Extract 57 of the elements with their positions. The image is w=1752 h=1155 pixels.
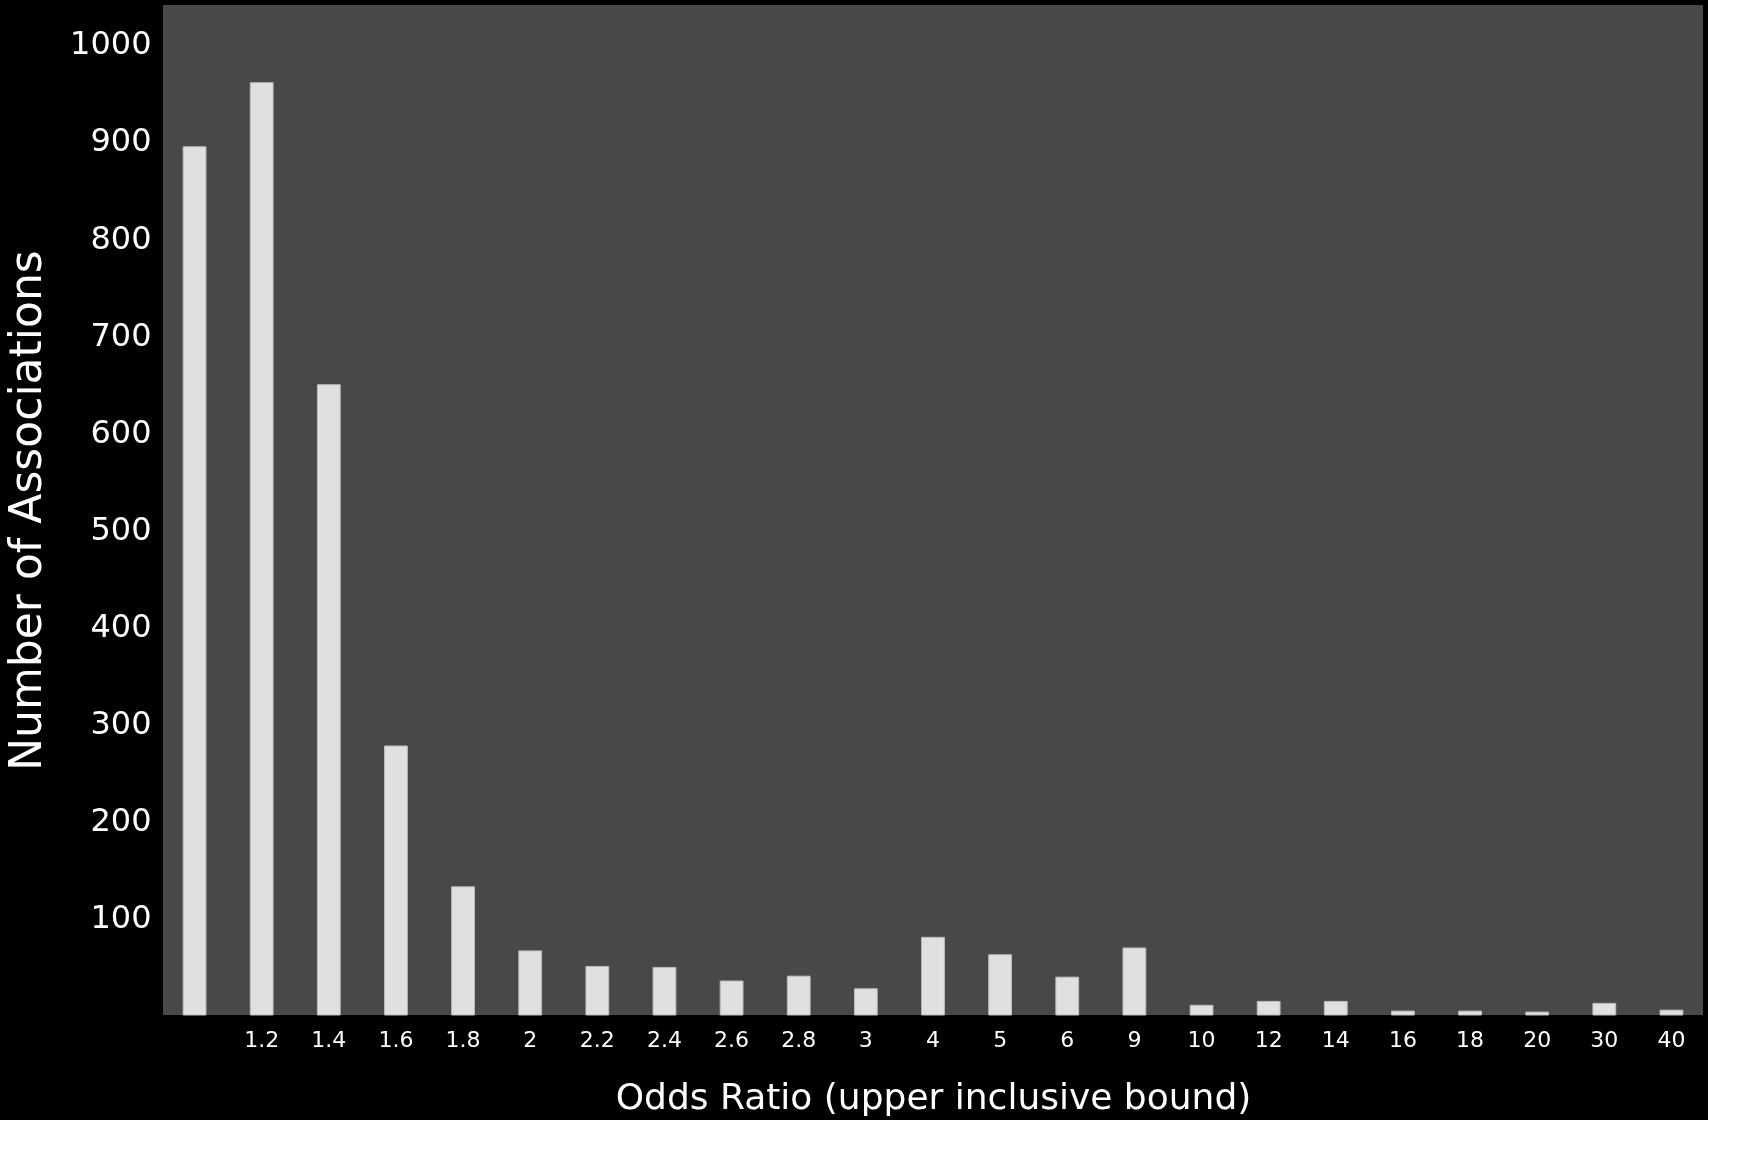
x-tick-label: 9 — [1127, 1026, 1142, 1052]
x-tick-label: 40 — [1657, 1026, 1686, 1052]
y-tick-label: 800 — [90, 218, 152, 257]
x-tick-label: 30 — [1590, 1026, 1619, 1052]
x-tick-label: 10 — [1187, 1026, 1216, 1052]
x-tick-label: 2 — [523, 1026, 538, 1052]
y-tick-label: 400 — [90, 607, 152, 646]
bar — [853, 988, 878, 1016]
y-tick-label: 300 — [90, 704, 152, 743]
bar — [182, 146, 207, 1016]
bar — [1323, 1000, 1348, 1016]
x-tick-label: 2.2 — [579, 1026, 615, 1052]
bar — [1122, 947, 1147, 1016]
y-tick-label: 100 — [90, 898, 152, 937]
bar — [384, 745, 408, 1016]
x-tick-label: 5 — [993, 1026, 1008, 1052]
x-tick-label: 1.2 — [244, 1026, 280, 1052]
bar — [1391, 1010, 1415, 1016]
x-tick-label: 1.4 — [311, 1026, 347, 1052]
bar — [585, 965, 610, 1016]
x-tick-label: 18 — [1456, 1026, 1485, 1052]
bar — [1458, 1010, 1482, 1016]
bar — [249, 82, 274, 1016]
x-tick-label: 16 — [1388, 1026, 1417, 1052]
x-tick-label: 20 — [1523, 1026, 1552, 1052]
x-tick-label: 2.6 — [714, 1026, 750, 1052]
y-tick-label: 700 — [90, 315, 152, 354]
bar — [1055, 976, 1080, 1016]
x-tick-label: 2.4 — [646, 1026, 682, 1052]
bar — [451, 886, 475, 1016]
x-tick-label: 6 — [1060, 1026, 1075, 1052]
bar — [1256, 1000, 1281, 1016]
bar — [316, 384, 341, 1016]
bar — [1525, 1011, 1550, 1016]
y-tick-label: 900 — [90, 121, 152, 160]
bar — [1592, 1002, 1617, 1016]
x-tick-label: 1.6 — [378, 1026, 414, 1052]
x-tick-label: 4 — [926, 1026, 940, 1052]
y-tick-label: 600 — [90, 412, 152, 451]
bar — [652, 966, 677, 1016]
x-tick-label: 1.8 — [445, 1026, 481, 1052]
bar — [1189, 1004, 1214, 1016]
bar — [518, 950, 543, 1016]
x-tick-label: 3 — [858, 1026, 873, 1052]
bar — [786, 975, 811, 1016]
x-axis-title: Odds Ratio (upper inclusive bound) — [615, 1075, 1252, 1117]
x-tick-label: 12 — [1254, 1026, 1283, 1052]
y-axis-title: Number of Associations — [0, 250, 52, 771]
bar — [719, 980, 744, 1016]
bar — [921, 936, 945, 1016]
bar — [1659, 1009, 1684, 1016]
y-tick-label: 500 — [90, 509, 152, 548]
y-tick-label: 1000 — [70, 24, 152, 63]
x-tick-label: 14 — [1321, 1026, 1350, 1052]
x-tick-label: 2.8 — [781, 1026, 817, 1052]
bar — [988, 954, 1013, 1016]
y-tick-label: 200 — [90, 801, 152, 840]
